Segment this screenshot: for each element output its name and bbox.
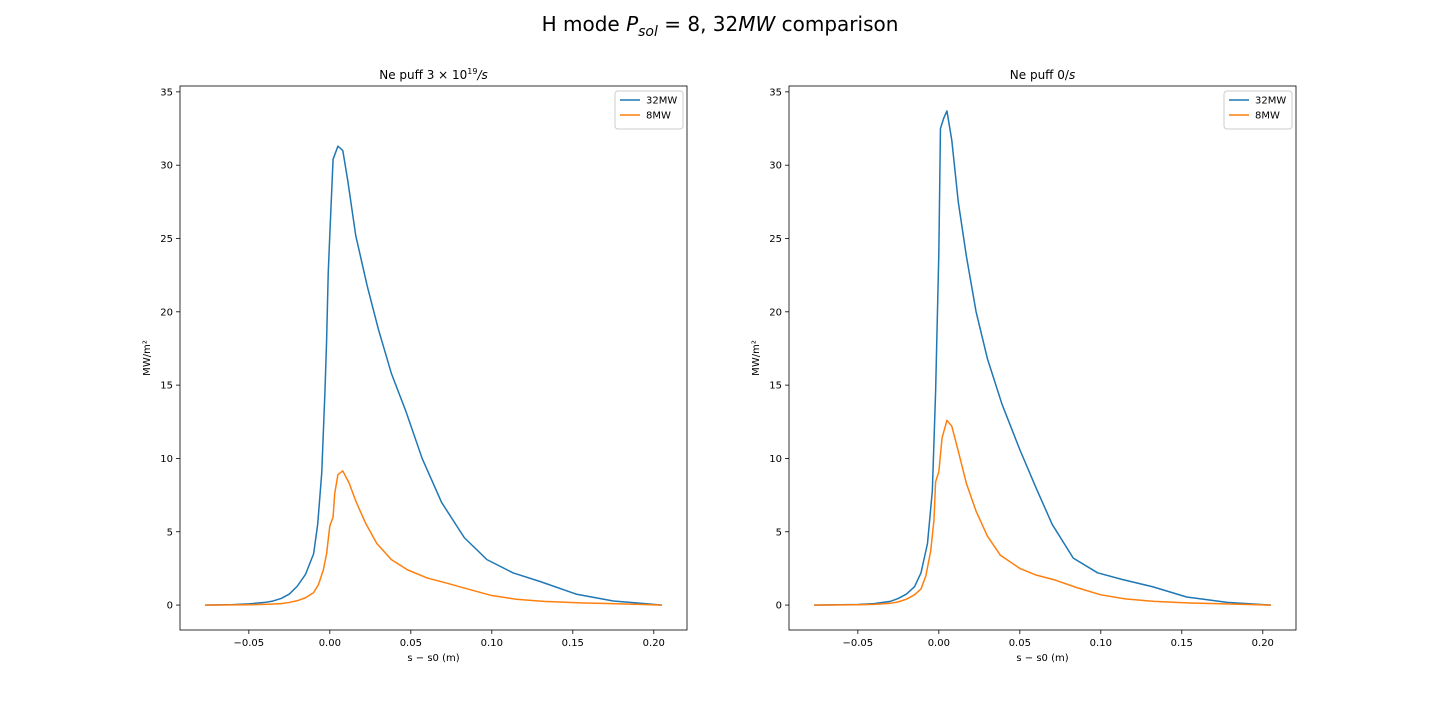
figure-title-tail: comparison — [775, 12, 898, 36]
subplot-title-sup: 19 — [467, 67, 477, 76]
x-tick-label: 0.15 — [562, 638, 584, 649]
y-tick-label: 25 — [160, 234, 173, 245]
legend: 32MW 8MW — [1223, 90, 1293, 130]
x-tick-label: 0.05 — [400, 638, 422, 649]
y-tick-label: 15 — [769, 381, 782, 392]
subplot-right: Ne puff 0/s −0.05 0.00 0.05 0.10 0.15 0.20 0 5 10… — [751, 68, 1297, 664]
y-tick-label: 10 — [160, 454, 173, 465]
figure-title-var: P — [626, 12, 639, 36]
legend: 32MW 8MW — [614, 90, 684, 130]
series-line-32mw — [205, 145, 662, 606]
x-axis-label: s − s0 (m) — [1016, 653, 1068, 664]
x-axis-label: s − s0 (m) — [407, 653, 459, 664]
legend-label-32mw: 32MW — [646, 96, 677, 107]
y-tick-label: 5 — [167, 527, 173, 538]
y-axis-label: MW/m² — [751, 340, 762, 376]
y-tick-label: 25 — [769, 234, 782, 245]
y-tick-label: 10 — [769, 454, 782, 465]
x-tick-label: 0.15 — [1171, 638, 1193, 649]
y-tick-label: 35 — [769, 87, 782, 98]
x-tick-label: 0.10 — [1090, 638, 1112, 649]
figure-title-sub: sol — [638, 24, 658, 40]
x-tick-label: 0.10 — [481, 638, 503, 649]
x-tick-label: 0.20 — [643, 638, 665, 649]
x-tick-label: −0.05 — [843, 638, 874, 649]
series-line-8mw — [814, 419, 1271, 606]
y-tick-label: 5 — [776, 527, 782, 538]
y-tick-label: 35 — [160, 87, 173, 98]
x-tick-label: 0.00 — [928, 638, 950, 649]
subplot-title-suffix: /s — [476, 68, 487, 82]
subplot-title-prefix: Ne puff 3 × 10 — [379, 68, 467, 82]
subplot-title-suffix: s — [1069, 68, 1075, 82]
y-tick-label: 20 — [160, 307, 173, 318]
figure-title-prefix: H mode — [542, 12, 626, 36]
subplot-title-prefix: Ne puff 0/ — [1010, 68, 1070, 82]
figure-title-suffix: = 8, 32 — [658, 12, 738, 36]
y-tick-label: 20 — [769, 307, 782, 318]
legend-label-32mw: 32MW — [1255, 96, 1286, 107]
y-tick-label: 0 — [167, 601, 173, 612]
subplot-left: Ne puff 3 × 1019/s −0.05 0.00 0.05 0.10 0.15 0… — [142, 67, 688, 664]
figure-title: H mode Psol = 8, 32MW comparison — [542, 12, 899, 40]
series-line-32mw — [814, 110, 1271, 606]
plot-frame — [179, 85, 688, 631]
legend-label-8mw: 8MW — [646, 111, 671, 122]
series-line-8mw — [205, 470, 662, 606]
plot-frame — [788, 85, 1297, 631]
y-axis-label: MW/m² — [142, 340, 153, 376]
y-tick-label: 30 — [769, 161, 782, 172]
y-tick-label: 30 — [160, 161, 173, 172]
subplot-title: Ne puff 3 × 1019/s — [379, 67, 488, 82]
x-tick-label: 0.00 — [319, 638, 341, 649]
x-tick-label: 0.20 — [1252, 638, 1274, 649]
y-tick-label: 0 — [776, 601, 782, 612]
x-tick-label: −0.05 — [234, 638, 265, 649]
y-tick-label: 15 — [160, 381, 173, 392]
legend-label-8mw: 8MW — [1255, 111, 1280, 122]
subplot-title: Ne puff 0/s — [1010, 68, 1075, 82]
x-tick-label: 0.05 — [1009, 638, 1031, 649]
figure-title-unit: MW — [738, 12, 776, 36]
